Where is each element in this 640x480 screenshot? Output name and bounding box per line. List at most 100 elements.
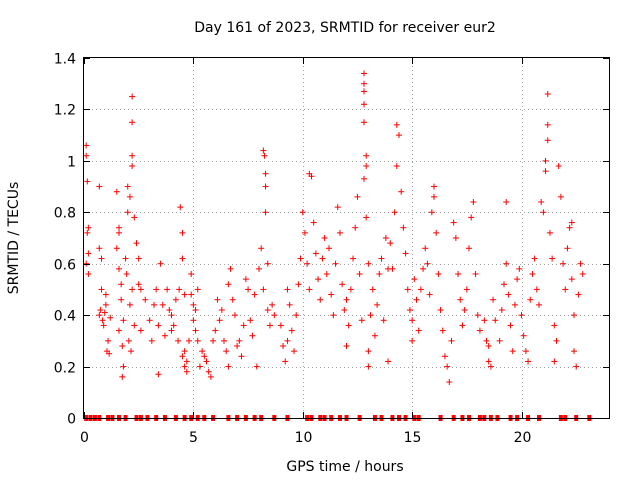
data-point bbox=[310, 219, 317, 226]
data-point bbox=[129, 119, 136, 126]
data-point bbox=[380, 317, 387, 324]
data-point bbox=[363, 163, 370, 169]
data-point bbox=[225, 281, 232, 288]
data-point bbox=[253, 363, 260, 370]
y-tick-label: 1.4 bbox=[54, 52, 76, 68]
data-point bbox=[557, 193, 564, 200]
data-point bbox=[466, 245, 472, 252]
data-point bbox=[242, 276, 249, 283]
data-point bbox=[472, 271, 479, 277]
data-point bbox=[129, 93, 136, 100]
data-point bbox=[142, 296, 149, 303]
data-point bbox=[245, 286, 252, 293]
data-point bbox=[247, 317, 254, 324]
data-point bbox=[514, 276, 521, 283]
data-point bbox=[577, 260, 584, 267]
data-point bbox=[579, 271, 586, 277]
data-point bbox=[522, 348, 529, 355]
data-point bbox=[396, 132, 402, 139]
data-point bbox=[424, 260, 431, 267]
data-point bbox=[288, 327, 295, 334]
data-point bbox=[249, 332, 256, 339]
y-tick-label: 0.2 bbox=[54, 361, 76, 377]
data-point bbox=[474, 312, 481, 319]
data-point bbox=[457, 296, 464, 303]
data-point bbox=[240, 322, 247, 329]
data-point bbox=[181, 363, 188, 370]
data-point bbox=[330, 312, 337, 319]
data-point bbox=[531, 255, 538, 262]
data-point bbox=[229, 296, 236, 303]
data-point bbox=[433, 229, 440, 236]
data-point bbox=[155, 322, 162, 329]
data-point bbox=[347, 286, 354, 293]
data-point bbox=[192, 307, 199, 313]
data-point bbox=[536, 301, 542, 308]
data-point bbox=[216, 317, 223, 324]
data-point bbox=[431, 183, 437, 190]
x-tick-label: 15 bbox=[404, 430, 422, 446]
data-point bbox=[225, 363, 232, 370]
data-point bbox=[393, 163, 400, 169]
y-tick-label: 1 bbox=[67, 155, 76, 171]
data-point bbox=[214, 296, 221, 303]
data-point bbox=[339, 281, 346, 288]
data-point bbox=[444, 363, 451, 370]
data-point bbox=[133, 240, 140, 247]
data-point bbox=[361, 101, 367, 108]
data-point bbox=[439, 327, 446, 334]
data-point bbox=[365, 260, 372, 267]
data-point bbox=[511, 301, 518, 308]
data-point bbox=[334, 204, 341, 211]
plot-frame bbox=[83, 57, 610, 419]
data-point bbox=[560, 260, 567, 267]
data-point bbox=[481, 317, 488, 324]
data-point bbox=[97, 307, 104, 313]
data-point bbox=[544, 91, 551, 97]
data-point bbox=[365, 363, 372, 370]
data-point bbox=[485, 343, 492, 349]
data-point bbox=[280, 343, 287, 349]
data-point bbox=[387, 240, 394, 247]
data-point bbox=[345, 322, 352, 329]
data-point bbox=[527, 296, 534, 303]
data-point bbox=[376, 271, 383, 277]
data-point bbox=[266, 322, 273, 329]
data-point bbox=[135, 281, 142, 288]
data-point bbox=[409, 317, 416, 324]
data-point bbox=[365, 348, 372, 355]
data-point bbox=[105, 337, 112, 344]
data-point bbox=[308, 173, 315, 180]
data-point bbox=[363, 152, 370, 159]
data-point bbox=[96, 312, 103, 319]
data-point bbox=[503, 199, 510, 205]
data-point bbox=[98, 286, 105, 293]
data-point bbox=[210, 337, 217, 344]
data-point bbox=[84, 229, 91, 236]
data-point bbox=[533, 286, 540, 293]
data-point bbox=[441, 353, 448, 360]
data-point bbox=[101, 309, 108, 316]
data-point bbox=[129, 152, 136, 159]
data-point bbox=[234, 343, 241, 349]
data-point bbox=[398, 188, 405, 195]
data-point bbox=[85, 271, 92, 277]
y-tick-label: 0 bbox=[67, 412, 76, 428]
data-point bbox=[328, 291, 335, 298]
data-point bbox=[306, 286, 313, 293]
data-point bbox=[518, 312, 525, 319]
data-point bbox=[168, 327, 175, 334]
data-point bbox=[428, 209, 435, 216]
data-point bbox=[295, 281, 302, 288]
data-point bbox=[312, 250, 319, 257]
data-point bbox=[450, 219, 457, 226]
data-point bbox=[352, 224, 359, 231]
data-point bbox=[126, 193, 133, 200]
data-point bbox=[170, 322, 177, 329]
data-point bbox=[551, 322, 558, 329]
data-point bbox=[374, 301, 381, 308]
data-point bbox=[176, 286, 183, 293]
data-point bbox=[151, 301, 157, 308]
data-point bbox=[553, 337, 560, 344]
x-tick-label: 5 bbox=[189, 430, 198, 446]
